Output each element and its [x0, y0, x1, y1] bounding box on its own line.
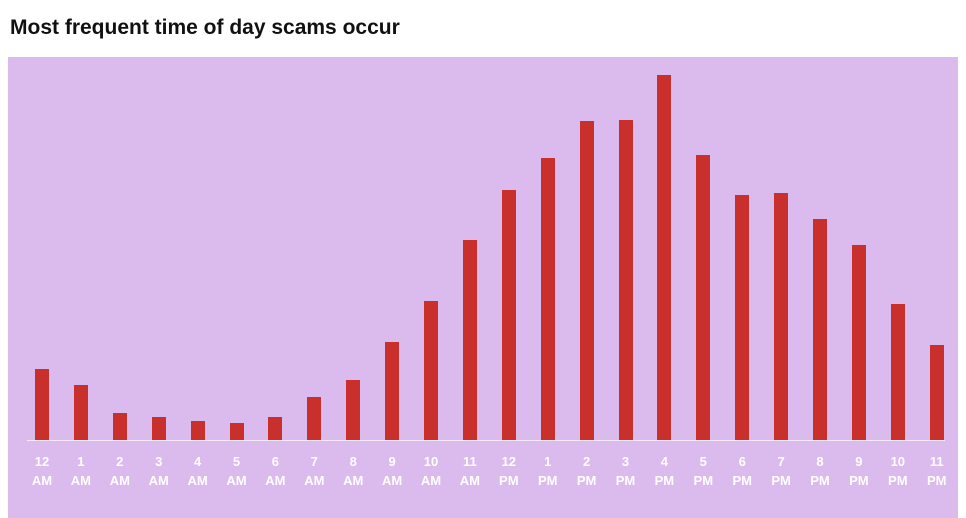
x-tick-label: 11 AM: [459, 454, 480, 488]
bar: [385, 342, 400, 440]
bar: [540, 157, 555, 440]
x-tick-label: 10 PM: [888, 454, 908, 488]
bar: [696, 155, 711, 440]
bar: [501, 189, 516, 440]
x-tick-label: 3 PM: [615, 454, 636, 488]
x-tick-label: 4 AM: [187, 454, 208, 488]
bar: [735, 195, 750, 440]
x-tick-label: 2 PM: [576, 454, 597, 488]
bar: [424, 301, 438, 440]
bar: [774, 192, 789, 440]
x-tick-label: 5 AM: [226, 454, 247, 488]
x-tick-label: 7 AM: [304, 454, 325, 488]
x-tick-label: 2 AM: [109, 454, 130, 488]
bar: [657, 75, 672, 440]
x-tick-label: 5 PM: [693, 454, 714, 488]
bar: [618, 119, 633, 440]
bar: [307, 396, 322, 440]
bar: [813, 219, 827, 440]
bar: [579, 120, 594, 440]
x-tick-label: 9 AM: [381, 454, 403, 488]
bar: [151, 417, 166, 440]
x-tick-label: 12 AM: [31, 454, 53, 488]
bar: [190, 421, 205, 440]
baseline: [27, 440, 945, 441]
x-tick-label: 8 PM: [810, 454, 830, 488]
bar: [229, 422, 244, 440]
x-tick-label: 1 PM: [537, 454, 558, 488]
x-tick-label: 11 PM: [926, 454, 947, 488]
bar: [112, 412, 127, 440]
x-tick-label: 4 PM: [654, 454, 675, 488]
bar: [346, 380, 361, 440]
x-tick-label: 3 AM: [148, 454, 169, 488]
x-tick-label: 6 AM: [265, 454, 286, 488]
x-tick-label: 10 AM: [420, 454, 442, 488]
bar: [35, 368, 49, 440]
bar: [462, 239, 477, 440]
plot-area: 12 AM 1 AM 2 AM 3 AM 4 AM 5 AM 6 AM 7 AM 8 AM 9 A…: [8, 57, 958, 518]
x-tick-label: 8 AM: [343, 454, 364, 488]
x-tick-label: 1 AM: [70, 454, 91, 488]
bar: [268, 417, 283, 440]
x-tick-label: 7 PM: [771, 454, 791, 488]
bar: [851, 245, 866, 440]
x-tick-label: 12 PM: [499, 454, 519, 488]
bar: [890, 303, 905, 440]
x-tick-label: 6 PM: [732, 454, 752, 488]
bar: [929, 345, 944, 440]
bar: [73, 385, 88, 440]
x-tick-label: 9 PM: [849, 454, 869, 488]
chart-title: Most frequent time of day scams occur: [10, 16, 400, 39]
